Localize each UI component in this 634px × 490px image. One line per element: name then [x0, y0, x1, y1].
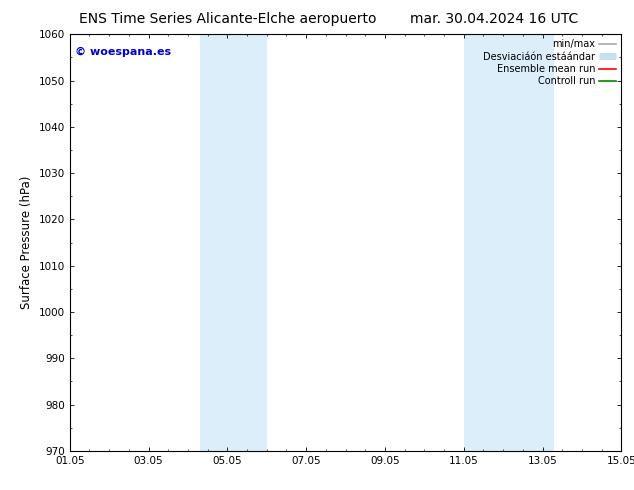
Y-axis label: Surface Pressure (hPa): Surface Pressure (hPa) — [20, 176, 33, 309]
Legend: min/max, Desviaciáón estáándar, Ensemble mean run, Controll run: min/max, Desviaciáón estáándar, Ensemble… — [483, 39, 616, 86]
Bar — [463, 34, 554, 451]
Text: © woespana.es: © woespana.es — [75, 47, 171, 57]
Bar — [200, 34, 267, 451]
Text: mar. 30.04.2024 16 UTC: mar. 30.04.2024 16 UTC — [410, 12, 579, 26]
Text: ENS Time Series Alicante-Elche aeropuerto: ENS Time Series Alicante-Elche aeropuert… — [79, 12, 377, 26]
